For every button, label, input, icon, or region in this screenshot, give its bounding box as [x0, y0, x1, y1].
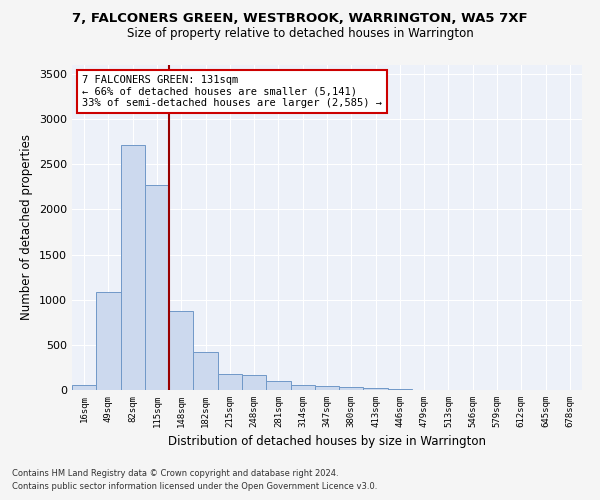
Y-axis label: Number of detached properties: Number of detached properties: [20, 134, 34, 320]
Text: 7 FALCONERS GREEN: 131sqm
← 66% of detached houses are smaller (5,141)
33% of se: 7 FALCONERS GREEN: 131sqm ← 66% of detac…: [82, 74, 382, 108]
Bar: [315, 386, 339, 390]
Bar: [169, 310, 193, 390]
Bar: [266, 382, 290, 390]
Bar: [388, 389, 412, 390]
X-axis label: Distribution of detached houses by size in Warrington: Distribution of detached houses by size …: [168, 436, 486, 448]
Bar: [72, 386, 96, 390]
Text: Size of property relative to detached houses in Warrington: Size of property relative to detached ho…: [127, 28, 473, 40]
Text: Contains public sector information licensed under the Open Government Licence v3: Contains public sector information licen…: [12, 482, 377, 491]
Bar: [290, 384, 315, 390]
Bar: [145, 185, 169, 390]
Bar: [218, 374, 242, 390]
Bar: [364, 388, 388, 390]
Bar: [339, 388, 364, 390]
Bar: [242, 374, 266, 390]
Bar: [121, 146, 145, 390]
Bar: [193, 352, 218, 390]
Text: 7, FALCONERS GREEN, WESTBROOK, WARRINGTON, WA5 7XF: 7, FALCONERS GREEN, WESTBROOK, WARRINGTO…: [72, 12, 528, 26]
Text: Contains HM Land Registry data © Crown copyright and database right 2024.: Contains HM Land Registry data © Crown c…: [12, 468, 338, 477]
Bar: [96, 292, 121, 390]
